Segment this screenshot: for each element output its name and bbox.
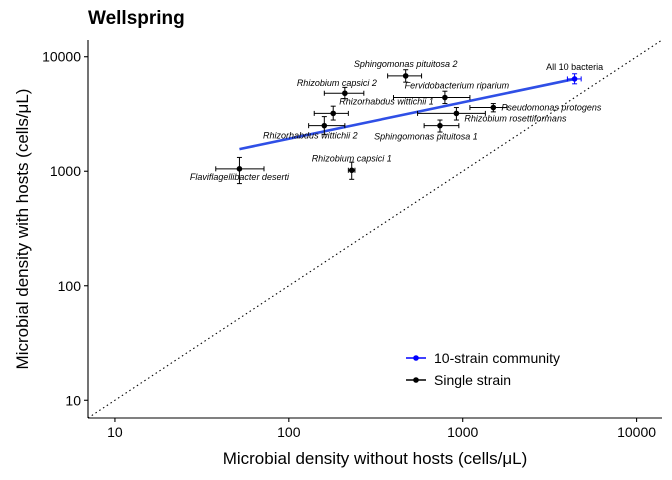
point-marker <box>321 122 328 129</box>
point-marker <box>571 76 578 82</box>
data-point: Rhizobium capsici 1 <box>312 153 392 180</box>
point-marker <box>330 110 337 117</box>
identity-reference-line <box>87 39 663 419</box>
chart-title: Wellspring <box>88 8 185 29</box>
x-axis-title: Microbial density without hosts (cells/μ… <box>223 449 528 468</box>
point-label: Rhizobium capsici 1 <box>312 153 392 163</box>
y-tick-label: 100 <box>58 278 82 294</box>
point-marker <box>236 166 243 172</box>
data-point: Sphingomonas pituitosa 2 <box>354 59 458 83</box>
point-label: Fervidobacterium riparium <box>405 81 510 91</box>
legend-label-single: Single strain <box>434 372 511 388</box>
fit-line <box>239 77 575 151</box>
point-marker <box>402 73 409 79</box>
data-point: Fervidobacterium riparium <box>393 81 510 105</box>
x-tick-label: 1000 <box>447 424 478 440</box>
data-point: Rhizobium capsici 2 <box>297 78 377 100</box>
y-tick-label: 10 <box>65 392 81 408</box>
point-marker <box>348 167 355 174</box>
point-marker <box>490 104 497 111</box>
point-label: Rhizobium capsici 2 <box>297 78 377 88</box>
point-label: All 10 bacteria <box>546 62 603 72</box>
point-marker <box>453 110 460 117</box>
plot-area: All 10 bacteria Sphingomonas pituitosa 2 R… <box>87 39 663 419</box>
legend-marker-single <box>413 377 419 383</box>
y-axis-ticks: 10 100 1000 10000 <box>42 49 88 408</box>
y-tick-label: 10000 <box>42 49 81 65</box>
x-tick-label: 10000 <box>617 424 656 440</box>
point-label: Flaviflagellibacter deserti <box>190 172 290 182</box>
point-label: Rhizobium rosettiformans <box>464 113 567 123</box>
axes: 10 100 1000 10000 10 100 1000 10000 <box>42 40 662 440</box>
point-label: Rhizorhabdus wittichii 2 <box>263 131 358 141</box>
x-axis-ticks: 10 100 1000 10000 <box>107 418 656 440</box>
point-label: Sphingomonas pituitosa 2 <box>354 59 458 69</box>
legend: 10-strain community Single strain <box>406 350 560 388</box>
data-point: All 10 bacteria <box>546 62 603 85</box>
data-point: Rhizobium rosettiformans <box>417 107 567 123</box>
legend-label-community: 10-strain community <box>434 350 560 366</box>
data-point: Rhizorhabdus wittichii 1 <box>313 96 434 121</box>
point-label: Rhizorhabdus wittichii 1 <box>339 96 434 106</box>
legend-marker-community <box>413 355 419 361</box>
point-label: Sphingomonas pituitosa 1 <box>374 132 478 142</box>
point-marker <box>442 94 448 101</box>
point-label: Pseudomonas protogens <box>501 103 602 113</box>
x-tick-label: 100 <box>277 424 301 440</box>
y-axis-title: Microbial density with hosts (cells/μL) <box>13 89 32 370</box>
y-tick-label: 1000 <box>50 163 81 179</box>
data-point: Flaviflagellibacter deserti <box>190 156 290 185</box>
x-tick-label: 10 <box>107 424 123 440</box>
data-point: Sphingomonas pituitosa 1 <box>374 119 478 142</box>
data-point: Rhizorhabdus wittichii 2 <box>263 116 358 141</box>
point-marker <box>437 122 443 129</box>
point-marker <box>342 90 348 97</box>
data-point: Pseudomonas protogens <box>469 103 602 113</box>
